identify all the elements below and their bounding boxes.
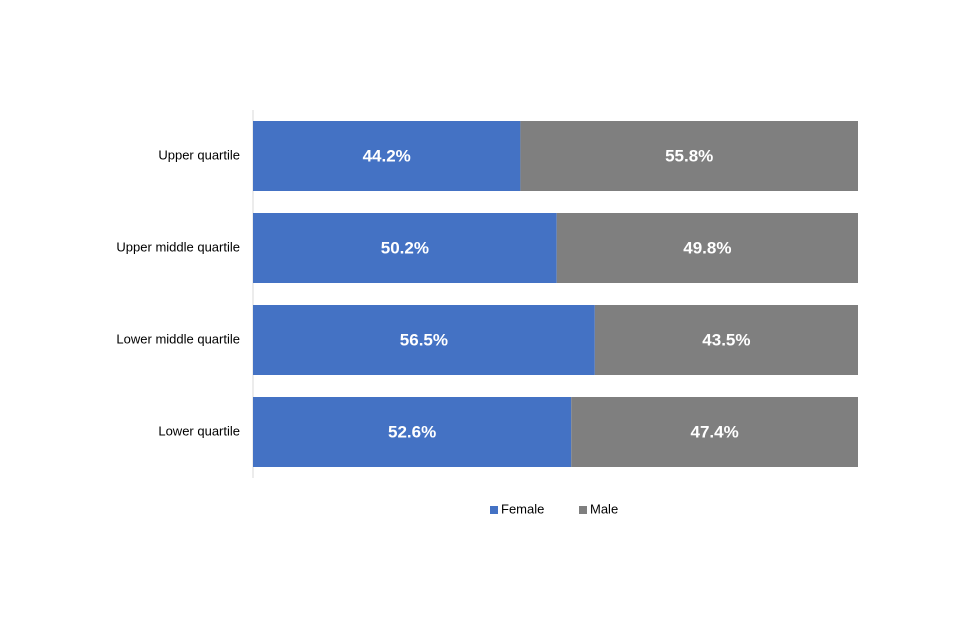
y-tick-label: Upper quartile bbox=[158, 147, 240, 162]
bar-segment bbox=[253, 397, 572, 467]
data-label: 49.8% bbox=[683, 238, 731, 257]
data-label: 43.5% bbox=[702, 330, 750, 349]
data-label: 47.4% bbox=[691, 422, 739, 441]
bar-segment bbox=[556, 213, 858, 283]
bar-segment bbox=[253, 213, 557, 283]
data-label: 55.8% bbox=[665, 146, 713, 165]
legend-label: Female bbox=[501, 501, 544, 516]
data-label: 52.6% bbox=[388, 422, 436, 441]
legend-swatch bbox=[490, 506, 498, 514]
legend-label: Male bbox=[590, 501, 618, 516]
data-label: 44.2% bbox=[363, 146, 411, 165]
bar-segment bbox=[520, 121, 858, 191]
bar-segment bbox=[594, 305, 858, 375]
y-tick-label: Lower middle quartile bbox=[116, 331, 240, 346]
legend-swatch bbox=[579, 506, 587, 514]
bar-segment bbox=[253, 305, 595, 375]
bar-segment bbox=[253, 121, 521, 191]
bar-segment bbox=[571, 397, 858, 467]
y-tick-label: Upper middle quartile bbox=[116, 239, 240, 254]
data-label: 50.2% bbox=[381, 238, 429, 257]
data-label: 56.5% bbox=[400, 330, 448, 349]
y-tick-label: Lower quartile bbox=[158, 423, 240, 438]
